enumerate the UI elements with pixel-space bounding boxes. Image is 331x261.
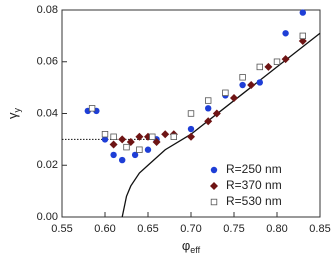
point (88, 105, 96, 112)
legend-label: R=530 nm (226, 194, 282, 208)
point (136, 146, 143, 153)
point (187, 110, 195, 117)
point (256, 63, 263, 71)
point (299, 9, 306, 16)
point (239, 74, 246, 81)
point (282, 30, 289, 37)
point (119, 156, 126, 164)
x-tick-label: 0.80 (266, 223, 287, 235)
x-tick-label: 0.65 (137, 223, 158, 235)
x-axis-label: φeff (182, 238, 201, 255)
point (135, 132, 144, 141)
point (256, 79, 263, 86)
point (222, 89, 229, 96)
point (170, 133, 177, 140)
y-tick-label: 0.04 (37, 107, 58, 119)
point (101, 136, 109, 143)
legend-marker (210, 198, 218, 206)
point (144, 146, 152, 153)
y-tick-label: 0.08 (37, 4, 58, 16)
point (110, 133, 117, 140)
point (123, 143, 130, 151)
point (299, 32, 306, 40)
point (101, 130, 109, 138)
y-axis-label-subscript: y (12, 108, 22, 113)
x-tick-label: 0.70 (180, 223, 201, 235)
point (247, 81, 256, 90)
y-tick-label: 0.00 (37, 211, 58, 223)
point (204, 97, 212, 104)
x-tick-label: 0.75 (223, 223, 244, 235)
y-tick-label: 0.06 (37, 56, 58, 68)
point (131, 151, 139, 159)
x-axis-label-subscript: eff (190, 245, 200, 255)
legend-marker (210, 166, 218, 174)
y-axis-label-symbol: γ (5, 112, 20, 119)
y-axis-label: γy (5, 108, 22, 120)
point (187, 132, 195, 141)
point (204, 117, 213, 126)
point (212, 109, 221, 118)
point (205, 105, 212, 112)
x-tick-label: 0.85 (309, 223, 330, 235)
x-tick-label: 0.60 (94, 223, 115, 235)
point (109, 140, 118, 149)
legend-label: R=250 nm (226, 162, 282, 176)
fit-line (121, 32, 321, 218)
point (118, 135, 127, 144)
x-axis-label-symbol: φ (182, 238, 190, 253)
point (230, 93, 238, 102)
y-tick-label: 0.02 (37, 159, 58, 171)
point (239, 81, 246, 89)
point (161, 130, 170, 139)
point (149, 133, 156, 140)
point (264, 62, 273, 71)
x-tick-label: 0.55 (51, 223, 72, 235)
point (273, 58, 281, 65)
point (187, 125, 195, 133)
point (281, 55, 290, 64)
point (110, 151, 117, 159)
legend-label: R=370 nm (226, 178, 282, 192)
legend-marker (210, 182, 218, 190)
